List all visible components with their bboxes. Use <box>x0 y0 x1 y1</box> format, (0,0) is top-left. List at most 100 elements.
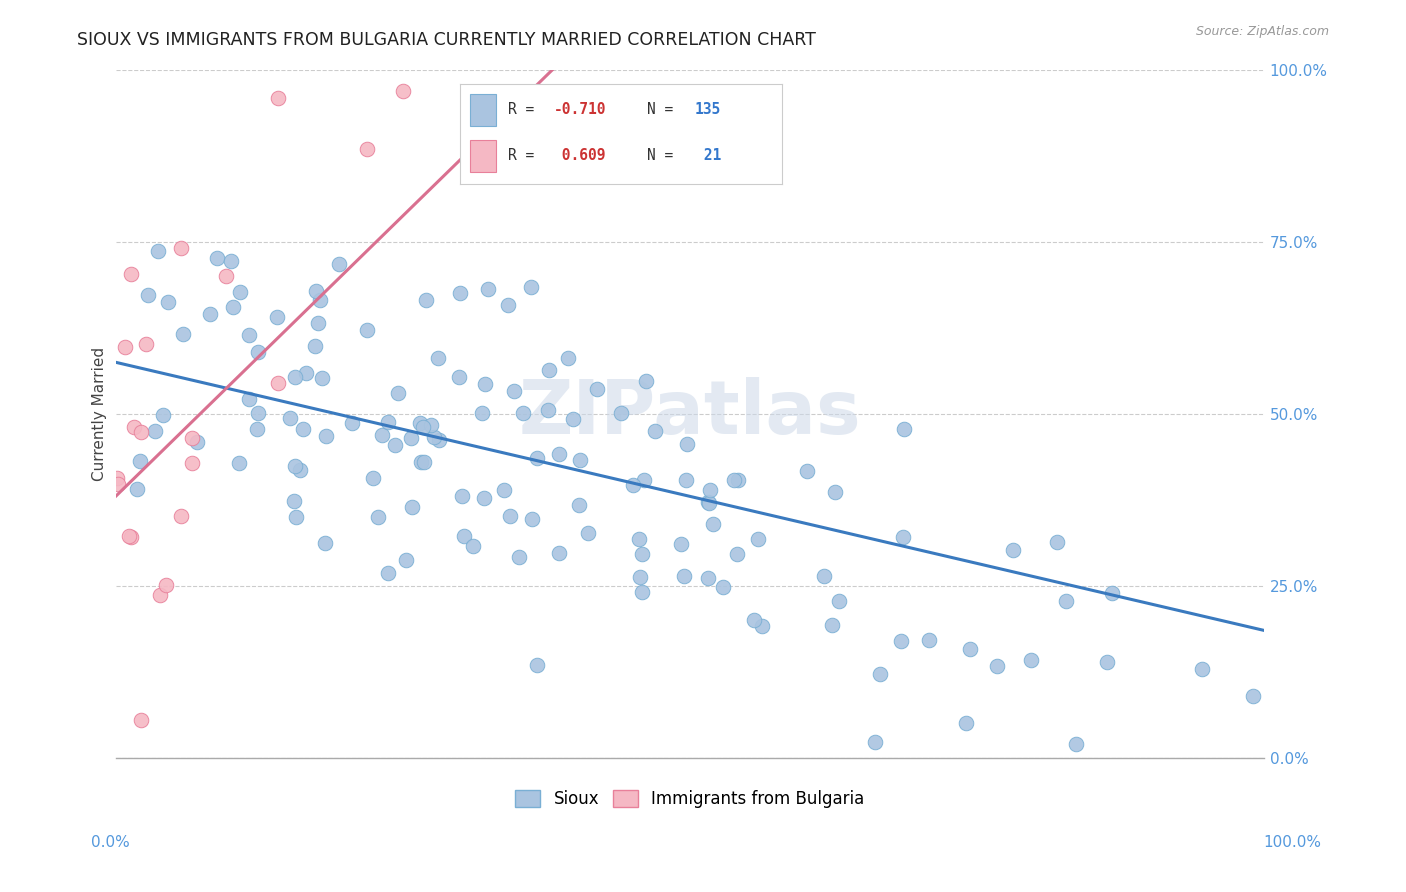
Point <box>1019 653 1042 667</box>
Point <box>986 658 1008 673</box>
Point <box>305 284 328 298</box>
Point <box>672 569 695 583</box>
Point <box>283 494 305 508</box>
Point <box>105 471 128 485</box>
Point <box>742 613 765 627</box>
Point <box>328 257 350 271</box>
Point <box>723 474 745 488</box>
Point <box>155 578 177 592</box>
Point <box>172 326 194 341</box>
Point <box>821 617 844 632</box>
Point <box>636 374 658 388</box>
Point <box>494 483 516 498</box>
Point <box>472 491 495 506</box>
Point <box>503 384 526 398</box>
Point <box>361 471 384 485</box>
Point <box>247 345 270 359</box>
Point <box>125 483 148 497</box>
Point <box>180 457 202 471</box>
Point <box>278 411 301 425</box>
Point <box>136 288 159 302</box>
Point <box>205 251 228 265</box>
Point <box>512 406 534 420</box>
Point <box>496 298 519 312</box>
Point <box>461 539 484 553</box>
Point <box>367 509 389 524</box>
Point <box>451 489 474 503</box>
Point <box>824 485 846 500</box>
Point <box>526 657 548 672</box>
Point <box>1095 655 1118 669</box>
Point <box>621 478 644 492</box>
Point <box>520 280 543 294</box>
Point <box>450 286 472 301</box>
Point <box>409 455 432 469</box>
Point <box>267 376 290 390</box>
Point <box>340 417 363 431</box>
Point <box>893 422 915 436</box>
Point <box>499 508 522 523</box>
Point <box>129 454 152 468</box>
Point <box>890 633 912 648</box>
Point <box>609 406 631 420</box>
Point <box>120 267 142 281</box>
Point <box>557 351 579 365</box>
Point <box>423 429 446 443</box>
Point <box>114 339 136 353</box>
Point <box>395 552 418 566</box>
Point <box>471 406 494 420</box>
Point <box>863 734 886 748</box>
Point <box>585 383 607 397</box>
Point <box>107 477 129 491</box>
Point <box>228 285 250 300</box>
Point <box>813 569 835 583</box>
Point <box>129 713 152 727</box>
Point <box>122 420 145 434</box>
Point <box>401 500 423 515</box>
Point <box>215 268 238 283</box>
Point <box>377 566 399 580</box>
Point <box>315 428 337 442</box>
Point <box>891 529 914 543</box>
Point <box>959 641 981 656</box>
Point <box>1241 689 1264 703</box>
Point <box>1002 543 1025 558</box>
Point <box>238 392 260 406</box>
Point <box>222 300 245 314</box>
Point <box>170 241 193 255</box>
Point <box>387 385 409 400</box>
Point <box>630 548 652 562</box>
Point <box>409 416 432 430</box>
Point <box>676 437 699 451</box>
Point <box>200 308 222 322</box>
Point <box>118 529 141 543</box>
Point <box>135 337 157 351</box>
Point <box>384 437 406 451</box>
Point <box>156 295 179 310</box>
Point <box>170 509 193 524</box>
Point <box>180 431 202 445</box>
Point <box>284 370 307 384</box>
Point <box>391 84 413 98</box>
Point <box>356 323 378 337</box>
Point <box>143 424 166 438</box>
Point <box>314 536 336 550</box>
Point <box>413 455 436 469</box>
Point <box>129 425 152 440</box>
Point <box>426 351 449 365</box>
Point <box>309 293 332 308</box>
Point <box>447 369 470 384</box>
Point <box>371 428 394 442</box>
Point <box>697 495 720 509</box>
Point <box>307 316 329 330</box>
Text: 0.0%: 0.0% <box>91 836 131 850</box>
Point <box>630 584 652 599</box>
Point <box>284 458 307 473</box>
Point <box>288 463 311 477</box>
Point <box>711 580 734 594</box>
Point <box>311 371 333 385</box>
Point <box>568 498 591 512</box>
Legend: Sioux, Immigrants from Bulgaria: Sioux, Immigrants from Bulgaria <box>509 783 872 814</box>
Point <box>412 420 434 434</box>
Point <box>633 474 655 488</box>
